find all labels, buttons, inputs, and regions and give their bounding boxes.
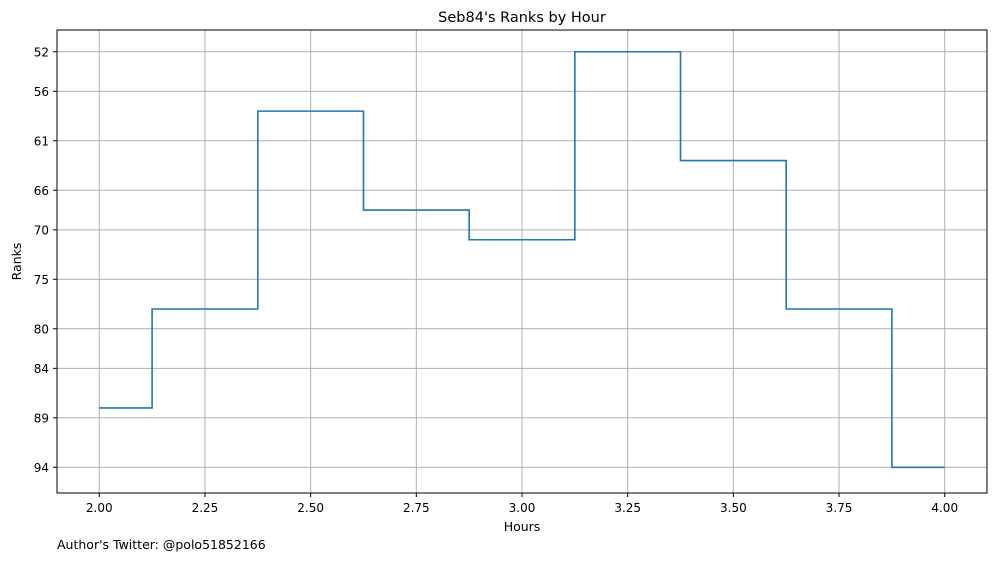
x-tick-label: 2.75	[403, 501, 430, 515]
y-tick-label: 61	[34, 134, 49, 148]
y-tick-label: 56	[34, 85, 49, 99]
y-tick-label: 80	[34, 322, 49, 336]
x-tick-label: 3.75	[826, 501, 853, 515]
x-tick-label: 2.00	[86, 501, 113, 515]
x-tick-label: 2.25	[192, 501, 219, 515]
x-axis-label: Hours	[504, 519, 541, 534]
rank-series-line	[99, 50, 945, 469]
chart-title: Seb84's Ranks by Hour	[438, 10, 606, 26]
y-tick-label: 70	[34, 223, 49, 237]
series-layer	[99, 50, 945, 469]
y-tick-label: 89	[34, 411, 49, 425]
x-tick-label: 3.00	[509, 501, 536, 515]
x-tick-label: 3.25	[614, 501, 641, 515]
y-tick-label: 94	[34, 461, 49, 475]
y-tick-label: 52	[34, 45, 49, 59]
x-tick-label: 2.50	[297, 501, 324, 515]
y-tick-label: 84	[34, 362, 49, 376]
grid-lines	[57, 30, 987, 493]
y-axis-ticks: 52 56 61 66 70 75 80 84 89 94	[34, 45, 57, 475]
y-tick-label: 75	[34, 273, 49, 287]
author-credit: Author's Twitter: @polo51852166	[57, 537, 266, 552]
x-tick-label: 3.50	[720, 501, 747, 515]
y-tick-label: 66	[34, 184, 49, 198]
y-axis-label: Ranks	[9, 243, 24, 281]
x-tick-label: 4.00	[931, 501, 958, 515]
x-axis-ticks: 2.00 2.25 2.50 2.75 3.00 3.25 3.50 3.75 4.00	[86, 493, 958, 515]
